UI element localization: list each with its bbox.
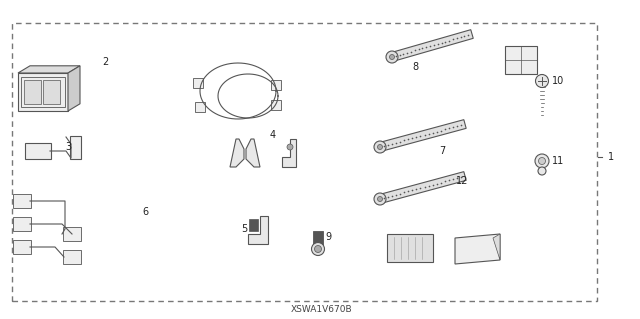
Polygon shape bbox=[379, 120, 466, 151]
FancyBboxPatch shape bbox=[271, 100, 281, 110]
FancyBboxPatch shape bbox=[25, 143, 51, 159]
Text: 4: 4 bbox=[270, 130, 276, 140]
Circle shape bbox=[378, 197, 383, 202]
FancyBboxPatch shape bbox=[43, 80, 60, 104]
Circle shape bbox=[538, 158, 545, 165]
Polygon shape bbox=[493, 234, 500, 260]
Polygon shape bbox=[246, 139, 260, 167]
Polygon shape bbox=[248, 216, 268, 244]
Circle shape bbox=[378, 145, 383, 150]
FancyBboxPatch shape bbox=[195, 102, 205, 112]
Polygon shape bbox=[230, 139, 244, 167]
Circle shape bbox=[374, 141, 386, 153]
Circle shape bbox=[390, 55, 394, 60]
Circle shape bbox=[538, 167, 546, 175]
Text: 2: 2 bbox=[102, 57, 108, 67]
FancyBboxPatch shape bbox=[249, 219, 258, 231]
FancyBboxPatch shape bbox=[505, 46, 537, 74]
Polygon shape bbox=[18, 73, 68, 111]
FancyBboxPatch shape bbox=[13, 240, 31, 254]
Circle shape bbox=[287, 144, 293, 150]
FancyBboxPatch shape bbox=[271, 80, 281, 90]
Text: 6: 6 bbox=[142, 207, 148, 217]
FancyBboxPatch shape bbox=[387, 234, 433, 262]
Text: 3: 3 bbox=[65, 142, 71, 152]
Circle shape bbox=[536, 75, 548, 87]
Circle shape bbox=[314, 246, 321, 253]
FancyBboxPatch shape bbox=[313, 231, 323, 245]
Circle shape bbox=[535, 154, 549, 168]
Text: 11: 11 bbox=[552, 156, 564, 166]
Text: 5: 5 bbox=[241, 224, 247, 234]
Text: 8: 8 bbox=[412, 62, 418, 72]
Circle shape bbox=[386, 51, 398, 63]
Polygon shape bbox=[68, 66, 80, 111]
FancyBboxPatch shape bbox=[193, 78, 203, 88]
Text: 12: 12 bbox=[456, 176, 468, 186]
Polygon shape bbox=[18, 66, 80, 73]
FancyBboxPatch shape bbox=[13, 217, 31, 231]
FancyBboxPatch shape bbox=[24, 80, 41, 104]
Polygon shape bbox=[391, 30, 473, 61]
Polygon shape bbox=[455, 234, 500, 264]
Text: 10: 10 bbox=[552, 76, 564, 86]
FancyBboxPatch shape bbox=[70, 136, 81, 159]
Circle shape bbox=[312, 242, 324, 256]
FancyBboxPatch shape bbox=[13, 194, 31, 208]
Circle shape bbox=[374, 193, 386, 205]
Text: 1: 1 bbox=[608, 152, 614, 162]
Polygon shape bbox=[282, 139, 296, 167]
Text: 7: 7 bbox=[439, 146, 445, 156]
FancyBboxPatch shape bbox=[63, 227, 81, 241]
Polygon shape bbox=[379, 172, 466, 203]
Text: 9: 9 bbox=[325, 232, 331, 242]
Text: XSWA1V670B: XSWA1V670B bbox=[291, 305, 353, 314]
FancyBboxPatch shape bbox=[63, 250, 81, 264]
